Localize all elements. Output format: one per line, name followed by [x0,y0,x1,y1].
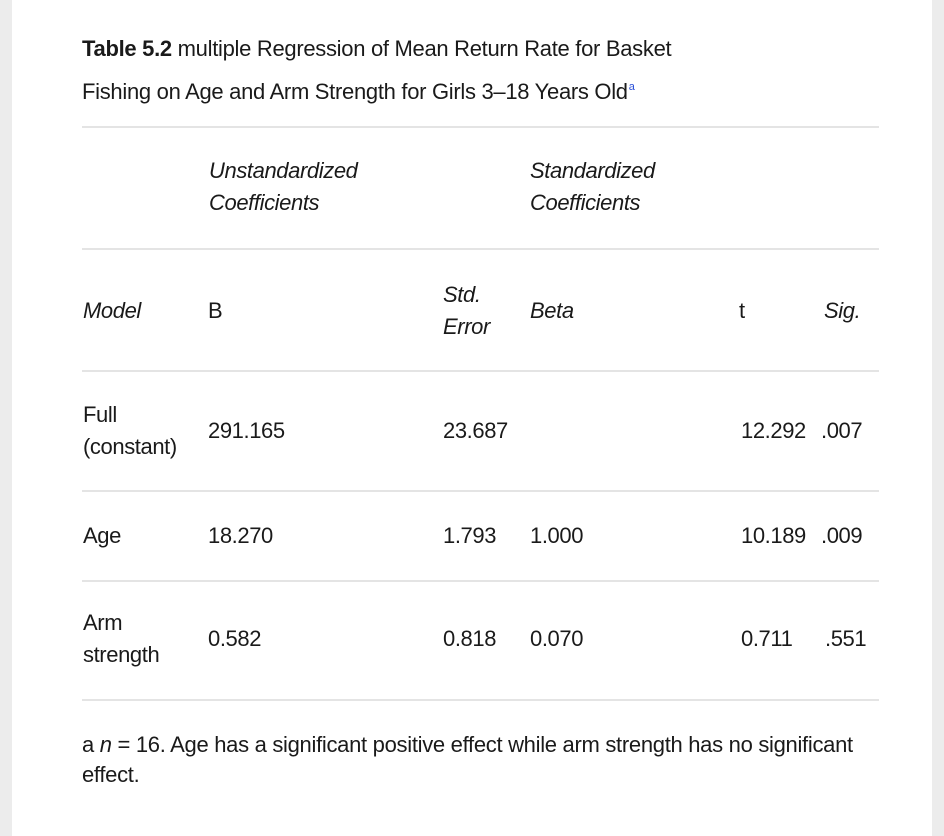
row-1-model-line-1: Full [83,402,117,427]
row-1-sig: .007 [821,418,863,443]
footnote-text: = 16. Age has a significant positive eff… [82,732,853,787]
caption-line-1: multiple Regression of Mean Return Rate … [177,36,672,61]
standardized-header-line-2: Coefficients [530,190,641,215]
row-2-b: 18.270 [208,523,273,548]
row-2-sig: .009 [821,523,863,548]
row-3-t: 0.711 [741,626,793,651]
table-top-rule [82,126,879,128]
row-1-t: 12.292 [741,418,806,443]
table-bottom-rule [82,699,879,701]
row-3-model-line-1: Arm [83,610,123,635]
row-2-model-line-1: Age [83,523,121,548]
table-footnote: a n = 16. Age has a significant positive… [82,730,882,790]
group-header-rule [82,248,879,250]
row-2-beta: 1.000 [530,523,584,548]
caption-line-2: Fishing on Age and Arm Strength for Girl… [82,79,628,104]
column-header-std-error-line-2: Error [443,314,490,339]
column-header-sig: Sig. [824,298,861,323]
document-page: Table 5.2 multiple Regression of Mean Re… [12,0,932,836]
row-2-std-error: 1.793 [443,523,497,548]
standardized-header-line-1: Standardized [530,158,655,183]
footnote-n-symbol: n [99,732,112,757]
row-3-beta: 0.070 [530,626,584,651]
row-2-t: 10.189 [741,523,806,548]
footnote-marker: a [82,732,94,757]
row-3-b: 0.582 [208,626,262,651]
row-1-std-error: 23.687 [443,418,508,443]
column-header-b: B [208,298,223,323]
unstandardized-header-line-1: Unstandardized [209,158,358,183]
row-1-b: 291.165 [208,418,285,443]
row-1-rule [82,490,879,492]
row-3-model-line-2: strength [83,642,160,667]
unstandardized-header-line-2: Coefficients [209,190,320,215]
column-header-t: t [739,298,745,323]
column-header-rule [82,370,879,372]
row-3-std-error: 0.818 [443,626,497,651]
table-caption: Table 5.2 multiple Regression of Mean Re… [82,30,842,111]
row-3-sig: .551 [825,626,867,651]
row-1-model-line-2: (constant) [83,434,177,459]
row-2-rule [82,580,879,582]
column-header-model: Model [83,298,141,323]
column-header-std-error-line-1: Std. [443,282,481,307]
column-header-beta: Beta [530,298,574,323]
footnote-link[interactable]: a [628,81,635,93]
table-label: Table 5.2 [82,36,172,61]
